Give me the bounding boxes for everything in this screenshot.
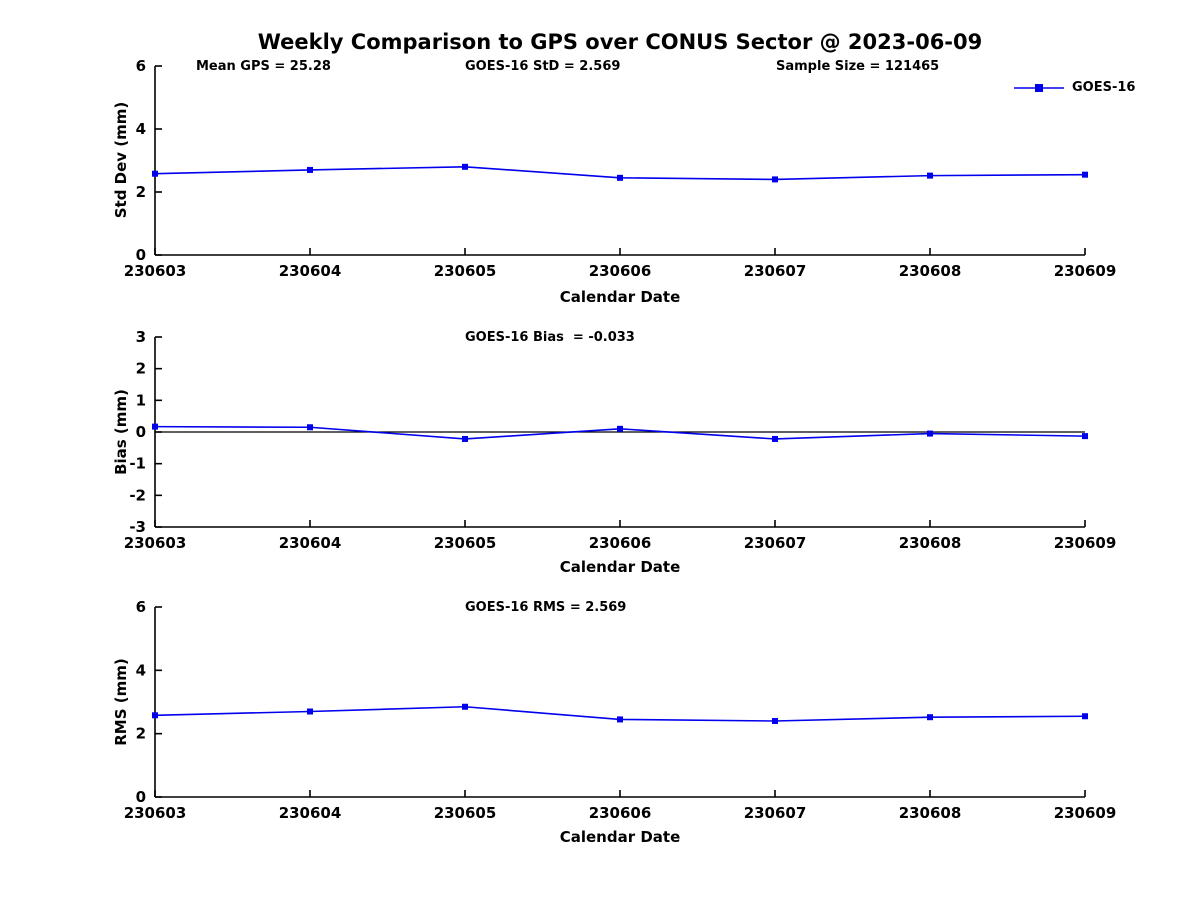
rms-y-axis-label: RMS (mm) (112, 658, 130, 746)
data-marker (617, 174, 623, 181)
legend: GOES-16 (1014, 80, 1135, 95)
x-tick-label: 230603 (124, 262, 187, 280)
y-tick-label: 0 (136, 788, 146, 806)
x-tick-label: 230607 (744, 262, 807, 280)
data-marker (307, 166, 313, 173)
x-tick-label: 230604 (279, 534, 342, 552)
data-marker (1082, 713, 1088, 720)
x-tick-label: 230606 (589, 262, 652, 280)
bias-y-axis-label: Bias (mm) (112, 389, 130, 475)
annotation-bias: GOES-16 Bias = -0.033 (465, 330, 635, 345)
data-marker (307, 708, 313, 715)
data-marker (1082, 433, 1088, 440)
x-tick-label: 230609 (1054, 534, 1117, 552)
data-marker (772, 718, 778, 724)
annotation-rms: GOES-16 RMS = 2.569 (465, 600, 627, 615)
y-tick-label: 2 (136, 360, 146, 378)
stddev-y-axis-label: Std Dev (mm) (112, 101, 130, 219)
y-tick-label: 3 (136, 328, 146, 346)
subplot-2: 0 2 4 6 230603 230604 230605 230606 230607 230608… (124, 598, 1117, 822)
data-marker (927, 714, 933, 721)
legend-label: GOES-16 (1072, 80, 1136, 95)
y-tick-label: -1 (129, 455, 146, 473)
y-tick-label: -2 (129, 486, 146, 504)
annotation-mean-gps: Mean GPS = 25.28 (196, 59, 331, 74)
data-marker (927, 430, 933, 437)
rms-x-axis-label: Calendar Date (559, 828, 681, 846)
data-marker (462, 703, 468, 710)
y-tick-label: 4 (136, 661, 146, 679)
x-tick-label: 230608 (899, 262, 962, 280)
x-tick-label: 230603 (124, 534, 187, 552)
y-tick-label: 2 (136, 183, 146, 201)
data-marker (927, 172, 933, 179)
y-tick-label: 4 (136, 120, 146, 138)
y-tick-label: 2 (136, 725, 146, 743)
x-tick-label: 230607 (744, 534, 807, 552)
x-tick-label: 230605 (434, 534, 497, 552)
x-tick-label: 230604 (279, 804, 342, 822)
subplot-0: 0 2 4 6 230603 230604 230605 230606 230607 230608… (124, 57, 1117, 280)
annotation-std: GOES-16 StD = 2.569 (465, 59, 621, 74)
data-marker (617, 716, 623, 723)
x-tick-label: 230608 (899, 534, 962, 552)
x-tick-label: 230605 (434, 262, 497, 280)
data-marker (772, 435, 778, 442)
bias-x-axis-label: Calendar Date (559, 558, 681, 576)
x-tick-label: 230608 (899, 804, 962, 822)
data-marker (152, 712, 158, 719)
figure-title: Weekly Comparison to GPS over CONUS Sect… (257, 30, 983, 54)
x-tick-label: 230606 (589, 804, 652, 822)
data-marker (307, 424, 313, 431)
x-tick-label: 230609 (1054, 804, 1117, 822)
annotation-sample-size: Sample Size = 121465 (776, 59, 940, 74)
stddev-x-axis-label: Calendar Date (559, 288, 681, 306)
data-marker (772, 176, 778, 183)
legend-marker (1035, 83, 1043, 92)
data-marker (152, 423, 158, 430)
subplot-1: -3 -2 -1 0 1 2 3 230603 230604 230605 230606 230607… (124, 328, 1117, 552)
y-tick-label: -3 (129, 518, 146, 536)
y-tick-label: 1 (136, 391, 146, 409)
x-tick-label: 230603 (124, 804, 187, 822)
data-marker (462, 163, 468, 170)
legend-line-marker-icon (1014, 83, 1064, 92)
x-tick-label: 230609 (1054, 262, 1117, 280)
data-marker (462, 435, 468, 442)
data-marker (152, 170, 158, 177)
x-tick-label: 230604 (279, 262, 342, 280)
y-tick-label: 6 (136, 57, 146, 75)
x-tick-label: 230606 (589, 534, 652, 552)
y-tick-label: 0 (136, 423, 146, 441)
y-tick-label: 6 (136, 598, 146, 616)
y-tick-label: 0 (136, 246, 146, 264)
x-tick-label: 230605 (434, 804, 497, 822)
data-marker (1082, 171, 1088, 178)
data-marker (617, 425, 623, 432)
x-tick-label: 230607 (744, 804, 807, 822)
